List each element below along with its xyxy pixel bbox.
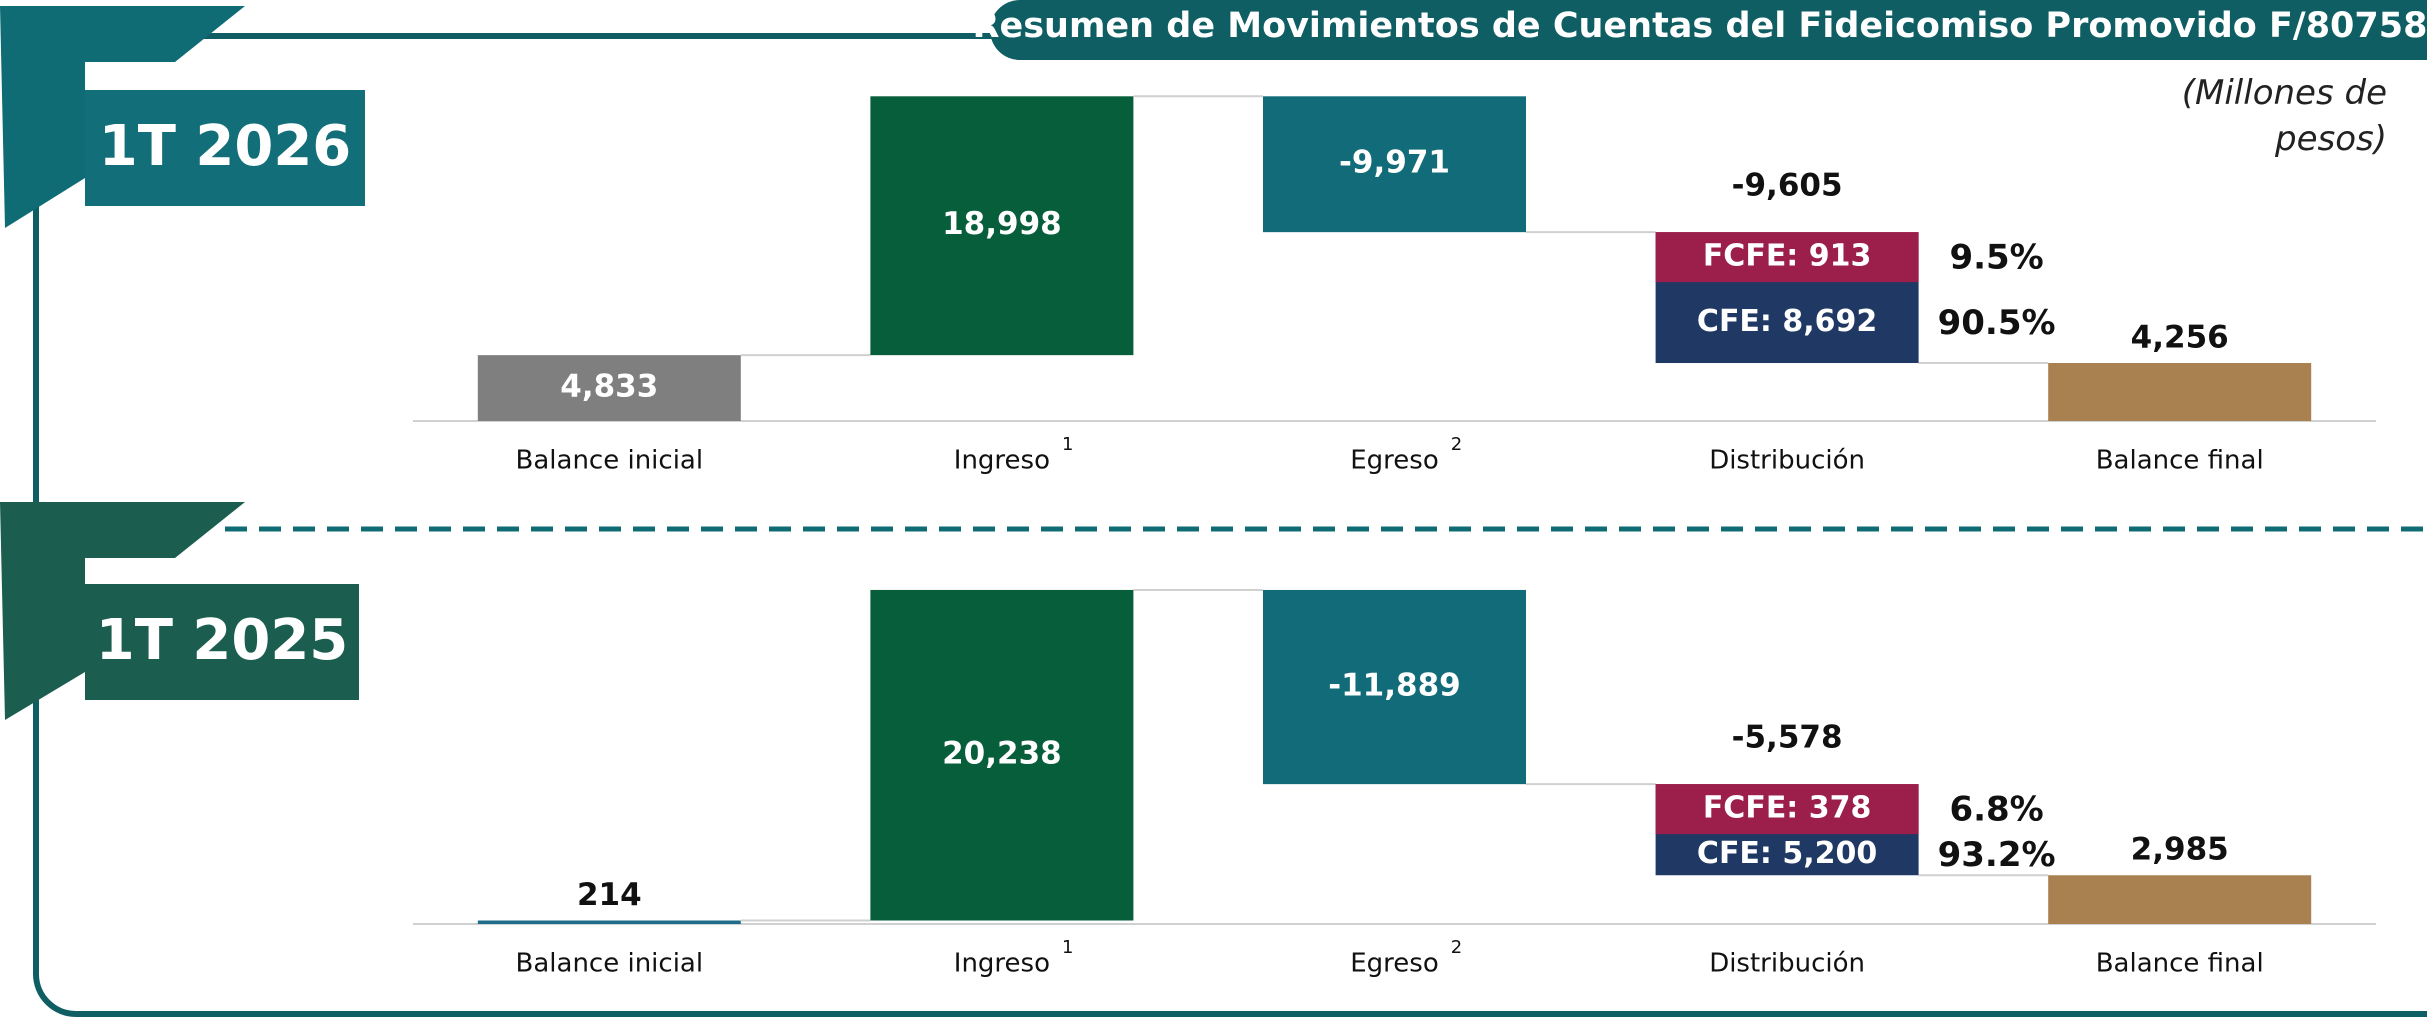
unit-note: (Millones de pesos)	[2181, 73, 2387, 159]
value-label: 2,985	[2131, 832, 2229, 868]
period-label: 1T 2025	[96, 608, 349, 673]
period-tag	[85, 584, 359, 700]
segment-label: CFE: 8,692	[1697, 304, 1877, 339]
corner-decoration	[0, 502, 245, 720]
footnote-marker: 2	[1451, 434, 1462, 455]
value-label: 4,256	[2131, 320, 2229, 356]
share-label: 9.5%	[1949, 238, 2043, 278]
bar	[2048, 875, 2312, 924]
bar	[2048, 363, 2312, 421]
share-label: 93.2%	[1938, 835, 2056, 875]
x-tick-label: Balance inicial	[516, 949, 704, 979]
segment-label-box	[1655, 232, 1919, 283]
x-tick-label: Egreso	[1350, 446, 1439, 476]
footnote-marker: 2	[1451, 937, 1462, 958]
frame	[33, 33, 2427, 1017]
chart-title: Resumen de Movimientos de Cuentas del Fi…	[973, 6, 2427, 46]
x-tick-label: Ingreso	[954, 949, 1050, 979]
title-bar	[990, 0, 2427, 60]
bar	[1263, 589, 1526, 785]
value-label: 18,998	[942, 206, 1062, 242]
segment-label: CFE: 5,200	[1697, 836, 1877, 871]
x-tick-label: Balance final	[2096, 446, 2264, 476]
footnote-marker: 1	[1062, 434, 1073, 455]
value-label: -9,971	[1339, 145, 1450, 181]
x-tick-label: Distribución	[1709, 446, 1865, 476]
value-label: -5,578	[1732, 720, 1843, 756]
segment-label: FCFE: 913	[1703, 239, 1872, 274]
share-label: 90.5%	[1938, 303, 2056, 343]
share-label: 6.8%	[1949, 790, 2043, 830]
bar	[477, 355, 741, 421]
corner-decoration	[0, 6, 245, 228]
footnote-marker: 1	[1062, 937, 1073, 958]
x-tick-label: Distribución	[1709, 949, 1865, 979]
period-label: 1T 2026	[99, 114, 352, 179]
value-label: 214	[577, 877, 642, 913]
bar	[870, 589, 1134, 921]
bar	[1263, 96, 1526, 233]
period-tag	[85, 90, 365, 206]
segment-label: FCFE: 378	[1703, 791, 1872, 826]
value-label: -9,605	[1732, 168, 1843, 204]
value-label: -11,889	[1328, 668, 1461, 704]
x-tick-label: Egreso	[1350, 949, 1439, 979]
x-tick-label: Ingreso	[954, 446, 1050, 476]
segment-label-box	[1655, 784, 1919, 835]
value-label: 4,833	[560, 369, 658, 405]
bar	[870, 96, 1134, 356]
value-label: 20,238	[942, 736, 1062, 772]
bar	[477, 920, 741, 924]
x-tick-label: Balance final	[2096, 949, 2264, 979]
x-tick-label: Balance inicial	[516, 446, 704, 476]
